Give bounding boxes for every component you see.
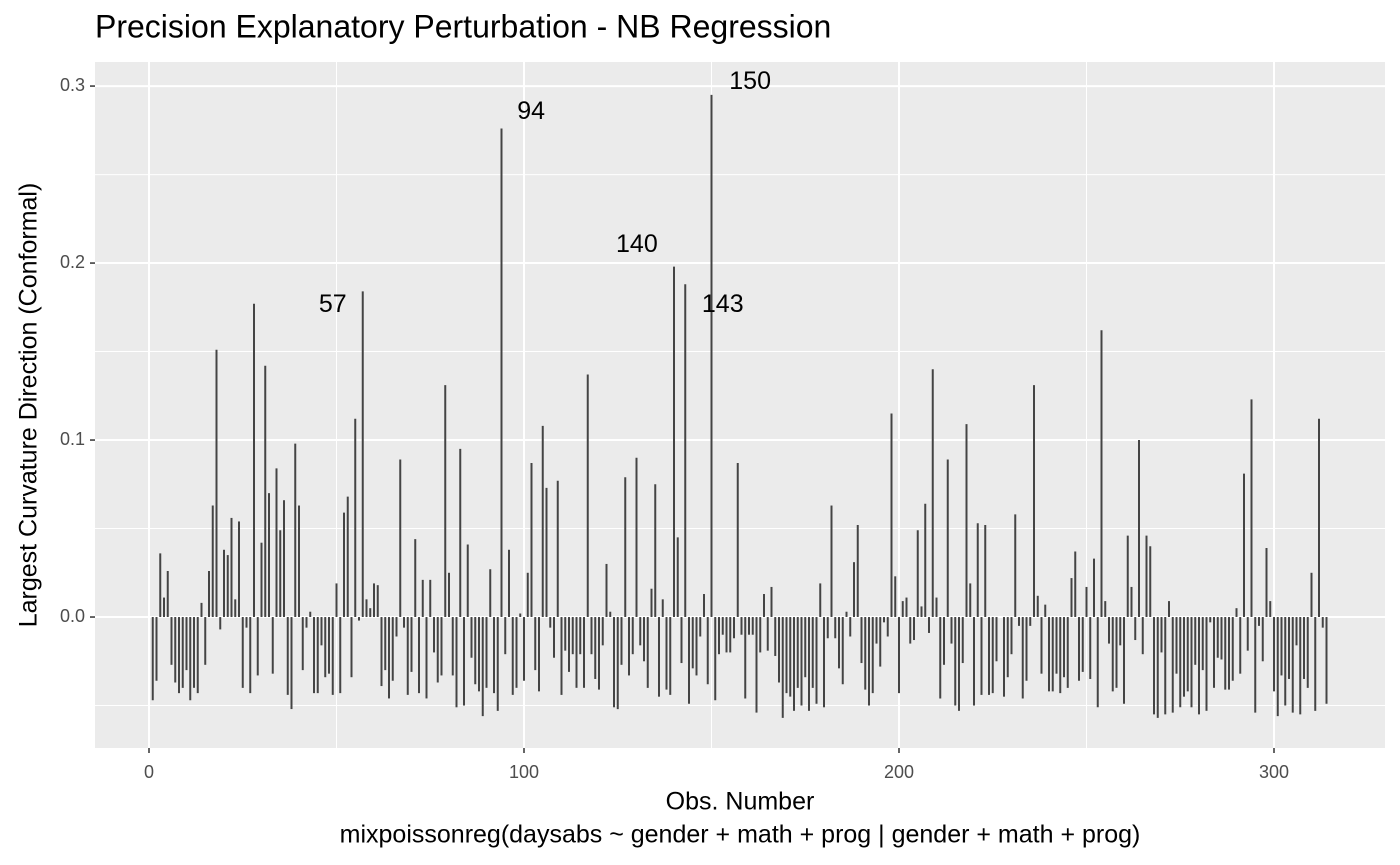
y-tick-label: 0.1 <box>60 429 85 449</box>
x-tick-label: 200 <box>884 762 914 782</box>
x-axis-title: Obs. Number <box>666 788 815 816</box>
chart-title: Precision Explanatory Perturbation - NB … <box>95 8 831 44</box>
y-axis-title: Largest Curvature Direction (Conformal) <box>15 183 43 628</box>
y-tick-label: 0.2 <box>60 252 85 272</box>
x-tick-label: 0 <box>144 762 154 782</box>
annotation: 94 <box>517 97 545 125</box>
annotation: 143 <box>702 290 744 318</box>
y-tick-label: 0.0 <box>60 606 85 626</box>
x-axis-caption: mixpoissonreg(daysabs ~ gender + math + … <box>340 821 1141 849</box>
annotation: 140 <box>616 230 658 258</box>
x-tick-label: 300 <box>1259 762 1289 782</box>
annotation: 150 <box>729 67 771 95</box>
x-tick-label: 100 <box>509 762 539 782</box>
panel <box>95 62 1385 748</box>
y-tick-label: 0.3 <box>60 75 85 95</box>
annotation: 57 <box>319 290 347 318</box>
